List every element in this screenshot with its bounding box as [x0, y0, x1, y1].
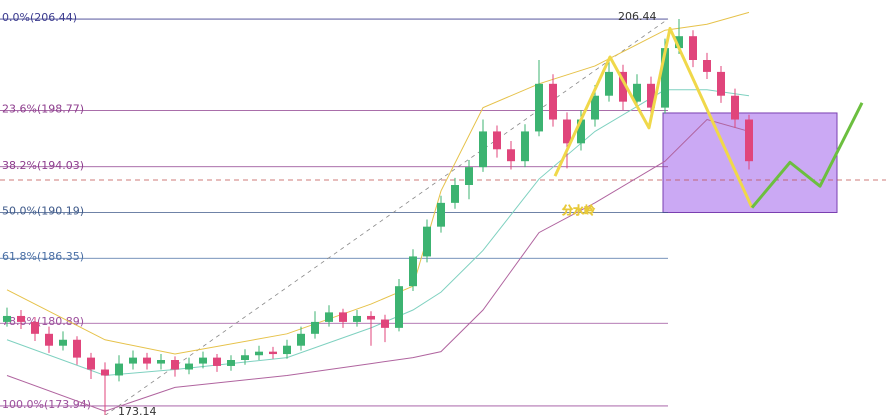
candle-body — [213, 357, 221, 366]
candle-body — [45, 333, 53, 346]
band-line — [6, 118, 750, 412]
candle-body — [297, 333, 305, 346]
candle-body — [521, 131, 529, 162]
candle-body — [689, 36, 697, 60]
candle-body — [451, 185, 459, 203]
low-label: 173.14 — [118, 405, 157, 415]
candle-body — [409, 256, 417, 287]
candle-body — [241, 355, 249, 360]
candle-body — [367, 315, 375, 320]
fib-label: 0.0%(206.44) — [2, 11, 77, 24]
candle-body — [661, 48, 669, 108]
fib-label: 38.2%(194.03) — [2, 159, 84, 172]
candle-body — [731, 95, 739, 120]
candle-body — [605, 71, 613, 96]
candle-body — [73, 339, 81, 358]
zigzag-line — [553, 26, 754, 209]
candle-body — [59, 339, 67, 346]
candle-body — [647, 83, 655, 108]
candle-body — [563, 119, 571, 144]
candle-body — [31, 321, 39, 334]
forecast-line — [750, 102, 864, 209]
fib-label: 23.6%(198.77) — [2, 102, 84, 115]
candle-body — [311, 321, 319, 334]
candle-body — [381, 319, 389, 328]
candle-body — [465, 167, 473, 185]
candle-body — [87, 357, 95, 370]
candle-body — [703, 60, 711, 72]
fib-label: 61.8%(186.35) — [2, 250, 84, 263]
fib-label: 50.0%(190.19) — [2, 205, 84, 218]
candle-body — [157, 360, 165, 364]
candle-body — [227, 360, 235, 366]
candle-body — [325, 312, 333, 322]
candle-body — [745, 119, 753, 162]
candle-body — [591, 95, 599, 120]
candle-body — [535, 83, 543, 132]
zone-label: 分水岭 — [562, 203, 595, 217]
candle-body — [199, 357, 207, 364]
candle-body — [507, 149, 515, 162]
fib-label: 78.6%(180.89) — [2, 315, 84, 328]
high-label: 206.44 — [618, 10, 657, 23]
candle-body — [143, 357, 151, 364]
candle-body — [185, 363, 193, 370]
candle-body — [339, 312, 347, 322]
candle-body — [479, 131, 487, 168]
candle-body — [353, 315, 361, 322]
candle-body — [269, 351, 277, 355]
candle-body — [577, 119, 585, 144]
candle-body — [115, 363, 123, 376]
candle-body — [129, 357, 137, 364]
candle-body — [717, 71, 725, 96]
candle-body — [437, 202, 445, 227]
candle-body — [549, 83, 557, 120]
fib-label: 100.0%(173.94) — [2, 398, 91, 411]
candle-body — [3, 315, 11, 322]
candle-body — [619, 71, 627, 102]
candle-body — [493, 131, 501, 150]
candle-body — [633, 83, 641, 102]
candle-body — [101, 369, 109, 376]
candle-body — [395, 286, 403, 328]
candle-body — [255, 351, 263, 356]
candle-body — [171, 360, 179, 370]
candle-body — [423, 226, 431, 257]
candle-body — [283, 345, 291, 355]
band-line — [6, 11, 750, 355]
candle-body — [675, 36, 683, 49]
candle-body — [17, 315, 25, 322]
